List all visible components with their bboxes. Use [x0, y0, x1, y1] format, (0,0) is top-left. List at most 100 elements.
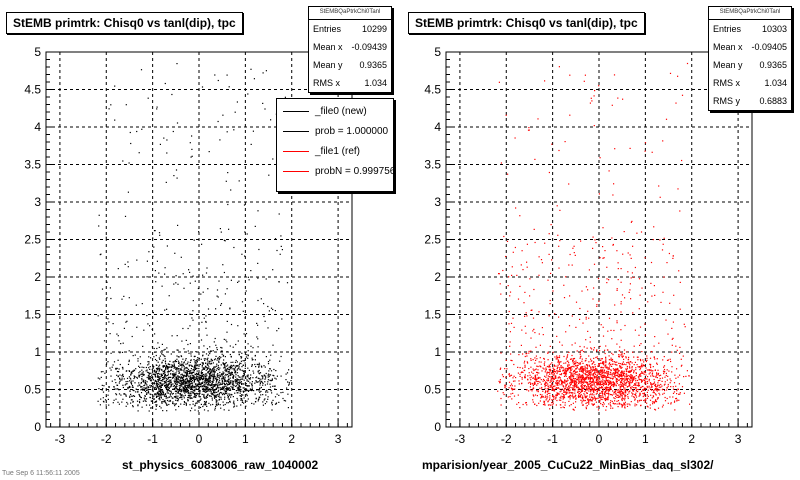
scatter-point — [184, 394, 186, 396]
scatter-point — [547, 385, 549, 387]
scatter-point — [210, 404, 212, 406]
scatter-point — [204, 391, 206, 393]
scatter-point — [610, 407, 612, 409]
scatter-point — [667, 359, 669, 361]
scatter-point — [599, 371, 601, 373]
scatter-point — [580, 366, 582, 368]
scatter-point — [615, 379, 617, 381]
scatter-point — [539, 357, 541, 359]
scatter-point — [210, 371, 212, 373]
scatter-point — [600, 324, 602, 326]
scatter-point — [581, 368, 583, 370]
scatter-point — [212, 381, 214, 383]
scatter-point — [210, 350, 212, 352]
scatter-point — [189, 313, 191, 315]
scatter-point — [585, 376, 588, 378]
scatter-point — [241, 400, 244, 402]
scatter-point — [533, 369, 535, 372]
scatter-point — [160, 393, 162, 395]
scatter-point — [605, 356, 607, 358]
scatter-point — [207, 363, 209, 365]
scatter-point — [164, 395, 166, 397]
scatter-point — [548, 171, 550, 174]
scatter-point — [141, 375, 143, 378]
scatter-point — [579, 376, 581, 378]
scatter-point — [686, 370, 688, 372]
scatter-point — [172, 401, 174, 403]
scatter-point — [648, 385, 650, 387]
scatter-point — [194, 280, 196, 282]
scatter-point — [597, 358, 599, 360]
scatter-point — [617, 406, 619, 408]
scatter-point — [635, 384, 637, 387]
scatter-point — [562, 381, 564, 383]
scatter-point — [203, 384, 205, 386]
scatter-point — [159, 373, 161, 375]
scatter-point — [228, 228, 230, 230]
scatter-point — [245, 405, 247, 407]
scatter-point — [194, 362, 196, 364]
scatter-point — [245, 377, 247, 379]
scatter-point — [579, 380, 581, 382]
scatter-point — [507, 173, 509, 175]
scatter-point — [257, 262, 259, 264]
scatter-point — [603, 370, 606, 372]
scatter-point — [587, 384, 590, 386]
scatter-point — [202, 390, 204, 392]
scatter-point — [643, 392, 646, 394]
scatter-point — [626, 403, 628, 405]
scatter-point — [619, 373, 621, 376]
scatter-point — [640, 379, 642, 381]
scatter-points — [97, 63, 292, 412]
scatter-point — [221, 383, 223, 385]
scatter-point — [129, 395, 131, 397]
scatter-point — [115, 393, 117, 395]
scatter-point — [576, 364, 578, 367]
scatter-point — [585, 396, 587, 398]
scatter-point — [195, 377, 197, 379]
scatter-point — [524, 355, 526, 358]
scatter-point — [580, 384, 583, 386]
scatter-point — [594, 371, 596, 374]
scatter-point — [608, 367, 610, 369]
scatter-point — [204, 378, 206, 380]
scatter-point — [644, 388, 646, 390]
scatter-point — [618, 384, 620, 386]
scatter-point — [631, 381, 633, 383]
scatter-point — [597, 382, 599, 384]
scatter-point — [571, 380, 574, 382]
scatter-point — [193, 387, 195, 389]
scatter-point — [116, 370, 119, 373]
scatter-point — [672, 321, 674, 323]
scatter-point — [553, 365, 555, 367]
scatter-point — [208, 360, 210, 362]
scatter-point — [146, 369, 148, 371]
scatter-point — [254, 354, 256, 357]
scatter-point — [208, 362, 210, 364]
scatter-point — [553, 371, 555, 373]
scatter-point — [633, 370, 635, 372]
scatter-point — [595, 369, 597, 371]
scatter-point — [174, 359, 176, 362]
scatter-point — [547, 396, 549, 398]
scatter-point — [204, 367, 206, 369]
scatter-point — [620, 268, 622, 270]
scatter-point — [632, 312, 634, 314]
scatter-point — [242, 375, 244, 377]
scatter-point — [207, 386, 209, 388]
scatter-point — [102, 371, 104, 373]
scatter-point — [114, 388, 116, 390]
scatter-point — [666, 359, 669, 361]
scatter-point — [589, 394, 591, 396]
scatter-point — [148, 363, 150, 365]
scatter-point — [664, 383, 666, 385]
scatter-point — [183, 348, 185, 350]
scatter-point — [154, 380, 156, 382]
scatter-point — [553, 397, 555, 399]
scatter-point — [155, 354, 157, 357]
scatter-point — [263, 399, 265, 401]
scatter-point — [234, 371, 237, 373]
scatter-point — [180, 377, 182, 379]
scatter-point — [596, 368, 598, 370]
scatter-point — [621, 355, 623, 357]
